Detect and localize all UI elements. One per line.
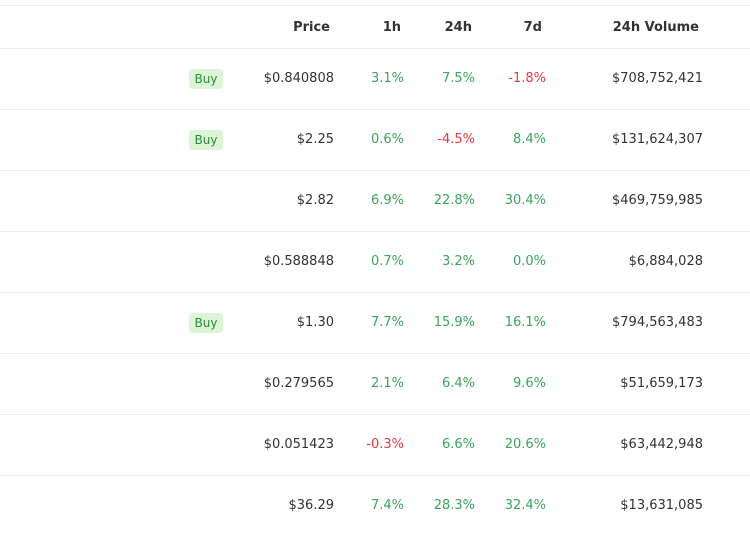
price-cell: $2.25 xyxy=(296,132,334,147)
change-24h-cell: 7.5% xyxy=(441,71,475,86)
table-row[interactable]: $36.29 7.4% 28.3% 32.4% $13,631,085 xyxy=(0,476,750,536)
change-1h-cell: 0.6% xyxy=(370,132,404,147)
change-1h-cell: 0.7% xyxy=(370,254,404,269)
change-24h-cell: -4.5% xyxy=(437,132,475,147)
change-7d-cell: 30.4% xyxy=(504,193,546,208)
change-24h-cell: 6.6% xyxy=(441,437,475,452)
change-7d-cell: 0.0% xyxy=(512,254,546,269)
change-7d-cell: -1.8% xyxy=(508,71,546,86)
change-7d-cell: 20.6% xyxy=(504,437,546,452)
price-cell: $0.588848 xyxy=(263,254,334,269)
price-cell: $0.840808 xyxy=(263,71,334,86)
change-1h-cell: 6.9% xyxy=(370,193,404,208)
volume-cell: $794,563,483 xyxy=(612,315,703,330)
change-1h-cell: -0.3% xyxy=(366,437,404,452)
volume-cell: $63,442,948 xyxy=(620,437,703,452)
table-body: Buy $0.840808 3.1% 7.5% -1.8% $708,752,421 Buy… xyxy=(0,49,750,536)
volume-cell: $51,659,173 xyxy=(620,376,703,391)
change-1h-cell: 3.1% xyxy=(370,71,404,86)
buy-button[interactable]: Buy xyxy=(189,130,223,150)
price-cell: $1.30 xyxy=(296,315,334,330)
volume-cell: $708,752,421 xyxy=(612,71,703,86)
change-24h-cell: 15.9% xyxy=(433,315,475,330)
change-1h-cell: 2.1% xyxy=(370,376,404,391)
price-cell: $0.279565 xyxy=(263,376,334,391)
header-24h[interactable]: 24h xyxy=(444,20,472,35)
table-row[interactable]: Buy $0.840808 3.1% 7.5% -1.8% $708,752,421 xyxy=(0,49,750,110)
table-row[interactable]: $0.279565 2.1% 6.4% 9.6% $51,659,173 xyxy=(0,354,750,415)
header-price[interactable]: Price xyxy=(293,20,330,35)
change-7d-cell: 9.6% xyxy=(512,376,546,391)
header-1h[interactable]: 1h xyxy=(382,20,401,35)
buy-button[interactable]: Buy xyxy=(189,313,223,333)
table-header: Price 1h 24h 7d 24h Volume xyxy=(0,6,750,49)
change-1h-cell: 7.7% xyxy=(370,315,404,330)
change-1h-cell: 7.4% xyxy=(370,498,404,513)
change-24h-cell: 22.8% xyxy=(433,193,475,208)
table-row[interactable]: $0.588848 0.7% 3.2% 0.0% $6,884,028 xyxy=(0,232,750,293)
buy-button[interactable]: Buy xyxy=(189,69,223,89)
change-7d-cell: 8.4% xyxy=(512,132,546,147)
change-24h-cell: 6.4% xyxy=(441,376,475,391)
price-cell: $36.29 xyxy=(288,498,335,513)
volume-cell: $131,624,307 xyxy=(612,132,703,147)
price-cell: $2.82 xyxy=(296,193,334,208)
change-24h-cell: 3.2% xyxy=(441,254,475,269)
price-cell: $0.051423 xyxy=(263,437,334,452)
table-row[interactable]: Buy $1.30 7.7% 15.9% 16.1% $794,563,483 xyxy=(0,293,750,354)
volume-cell: $6,884,028 xyxy=(628,254,703,269)
top-divider xyxy=(0,5,750,6)
header-24h-volume[interactable]: 24h Volume xyxy=(612,20,699,35)
table-row[interactable]: Buy $2.25 0.6% -4.5% 8.4% $131,624,307 xyxy=(0,110,750,171)
volume-cell: $13,631,085 xyxy=(620,498,703,513)
table-row[interactable]: $0.051423 -0.3% 6.6% 20.6% $63,442,948 xyxy=(0,415,750,476)
header-7d[interactable]: 7d xyxy=(523,20,542,35)
change-7d-cell: 32.4% xyxy=(504,498,546,513)
change-7d-cell: 16.1% xyxy=(504,315,546,330)
table-row[interactable]: $2.82 6.9% 22.8% 30.4% $469,759,985 xyxy=(0,171,750,232)
change-24h-cell: 28.3% xyxy=(433,498,475,513)
volume-cell: $469,759,985 xyxy=(612,193,703,208)
